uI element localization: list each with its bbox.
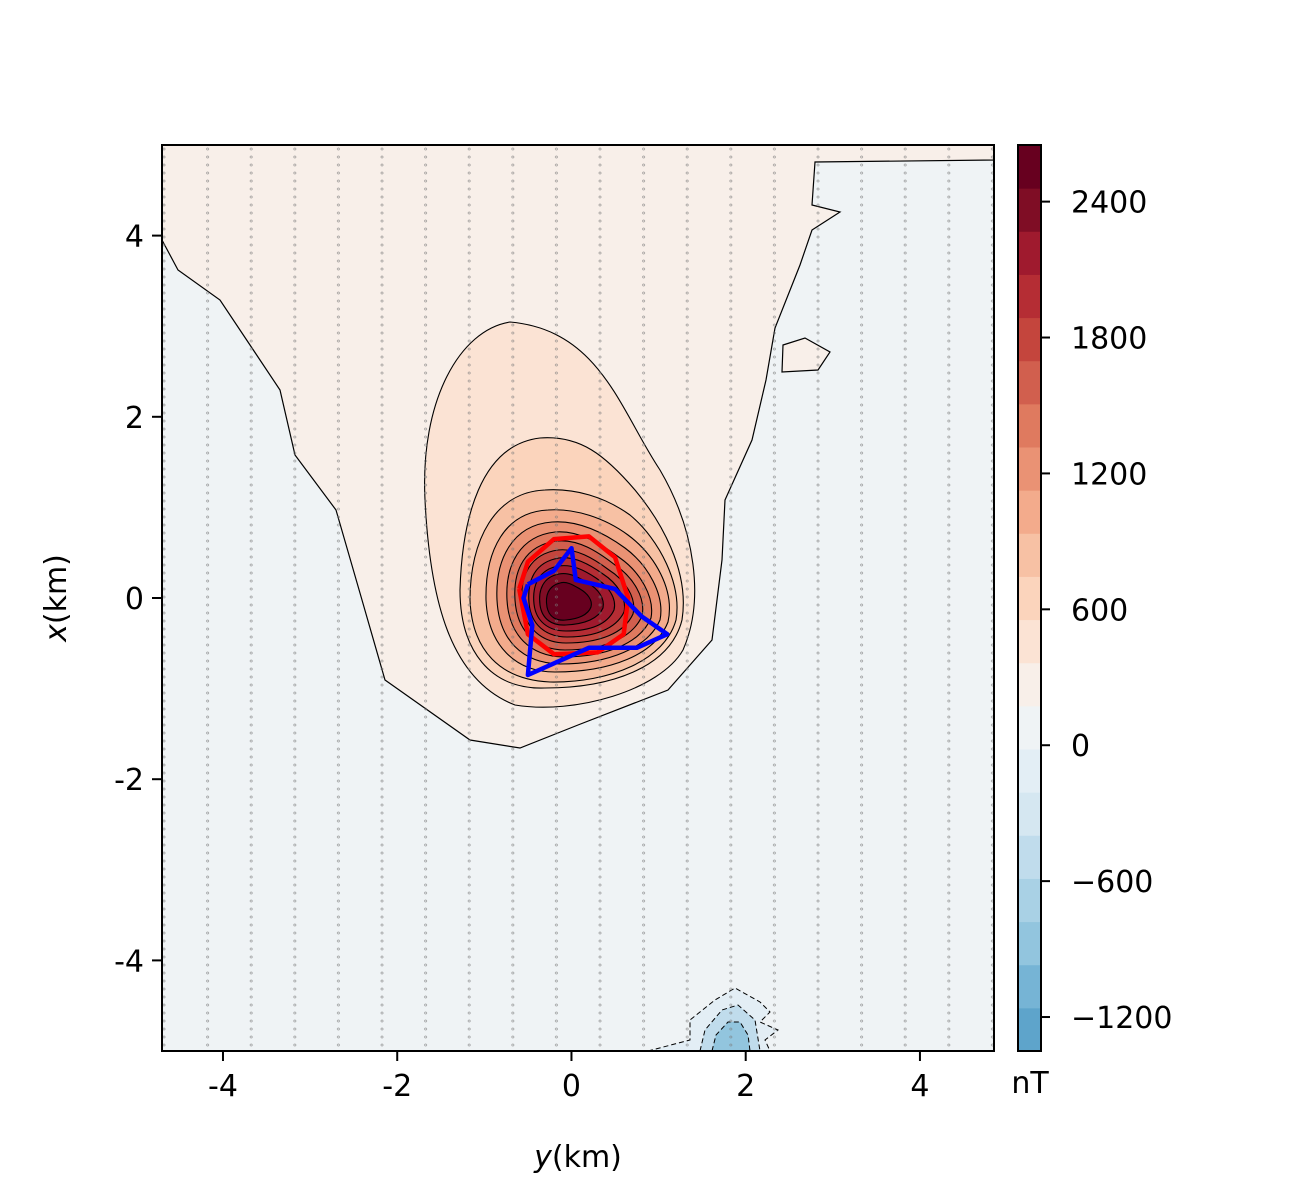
y-tick-label: -2 [114,763,144,798]
colorbar-band [1018,878,1041,923]
colorbar-band [1018,792,1041,836]
colorbar-band [1018,231,1041,275]
colorbar-tick-label: −1200 [1071,1001,1172,1036]
x-tick-label: -4 [208,1069,238,1104]
colorbar-band [1018,490,1041,534]
colorbar-tick-label: −600 [1071,865,1153,900]
colorbar-band [1018,749,1041,793]
y-tick-label: 0 [125,582,144,617]
measurement-points [162,145,994,1051]
colorbar-tick-label: 600 [1071,593,1128,628]
measurement-grid [162,145,994,1051]
x-tick-label: 0 [562,1069,581,1104]
blue-outline [521,545,670,678]
x-axis: -4 -2 0 2 4 [208,1051,929,1104]
outline-overlays [516,534,670,678]
colorbar-band [1018,188,1041,232]
colorbar-band [1018,1007,1041,1052]
colorbar-tick-label: 1800 [1071,322,1147,357]
y-axis-label: x(km) [39,554,74,643]
colorbar-frame [1017,144,1042,1052]
y-tick-label: 4 [125,220,144,255]
colorbar: 2400 1800 1200 600 0 −600 −1200 [1017,144,1172,1052]
colorbar-band [1018,317,1041,362]
plot-area [162,145,994,1051]
colorbar-band [1018,403,1041,448]
x-axis-label: y(km) [533,1140,622,1175]
colorbar-band [1018,705,1041,750]
colorbar-band [1018,447,1041,491]
colorbar-band [1018,835,1041,879]
y-tick-label: -4 [114,944,144,979]
x-tick-label: 2 [736,1069,755,1104]
colorbar-band [1018,576,1041,621]
colorbar-band [1018,662,1041,707]
colorbar-tick-label: 1200 [1071,457,1147,492]
y-axis: 4 2 0 -2 -4 [114,220,162,979]
colorbar-band [1018,964,1041,1009]
x-tick-label: -2 [382,1069,412,1104]
red-outline [516,534,631,657]
y-tick-label: 2 [125,401,144,436]
colorbar-band [1018,145,1041,189]
colorbar-unit-label: nT [1011,1066,1049,1101]
colorbar-band [1018,533,1041,577]
colorbar-band [1018,360,1041,405]
colorbar-tick-label: 2400 [1071,186,1147,221]
colorbar-band [1018,274,1041,319]
colorbar-tick-label: 0 [1071,729,1090,764]
colorbar-band [1018,619,1041,664]
colorbar-band [1018,921,1041,966]
x-tick-label: 4 [910,1069,929,1104]
